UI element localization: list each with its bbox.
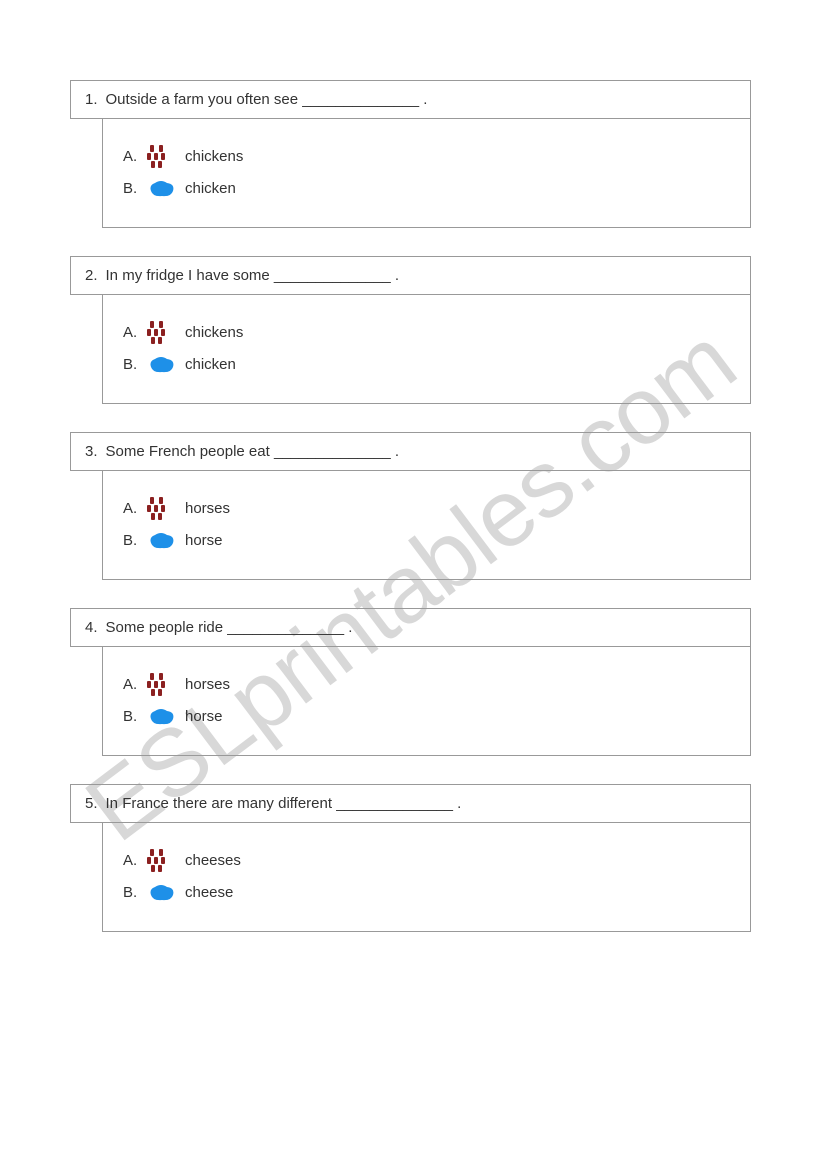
- countable-icon: [147, 145, 183, 167]
- countable-icon: [147, 849, 183, 871]
- option-row[interactable]: A. horses: [123, 497, 730, 519]
- option-label: chicken: [185, 356, 236, 373]
- option-row[interactable]: A. cheeses: [123, 849, 730, 871]
- option-letter: A.: [123, 676, 147, 693]
- question-text: Outside a farm you often see ___________…: [106, 91, 428, 108]
- question-header: 3. Some French people eat ______________ …: [70, 432, 751, 471]
- question-text: In France there are many different _____…: [106, 795, 462, 812]
- option-label: horses: [185, 500, 230, 517]
- option-letter: B.: [123, 180, 147, 197]
- option-letter: B.: [123, 708, 147, 725]
- option-letter: A.: [123, 852, 147, 869]
- countable-icon: [147, 673, 183, 695]
- option-letter: A.: [123, 324, 147, 341]
- question-block: 3. Some French people eat ______________ …: [70, 432, 751, 580]
- question-number: 3.: [85, 443, 98, 460]
- option-label: horse: [185, 532, 223, 549]
- countable-icon: [147, 497, 183, 519]
- uncountable-icon: [147, 177, 183, 199]
- option-label: horse: [185, 708, 223, 725]
- option-row[interactable]: B. chicken: [123, 177, 730, 199]
- question-text: In my fridge I have some ______________ …: [106, 267, 400, 284]
- option-letter: B.: [123, 356, 147, 373]
- options-box: A. chickens B. chicken: [102, 295, 751, 404]
- option-row[interactable]: A. chickens: [123, 145, 730, 167]
- options-box: A. horses B. horse: [102, 471, 751, 580]
- question-block: 1. Outside a farm you often see _________…: [70, 80, 751, 228]
- option-row[interactable]: A. horses: [123, 673, 730, 695]
- options-box: A. cheeses B. cheese: [102, 823, 751, 932]
- question-block: 2. In my fridge I have some _____________…: [70, 256, 751, 404]
- option-letter: A.: [123, 148, 147, 165]
- question-header: 2. In my fridge I have some _____________…: [70, 256, 751, 295]
- question-number: 5.: [85, 795, 98, 812]
- option-label: chickens: [185, 324, 243, 341]
- question-text: Some people ride ______________ .: [106, 619, 353, 636]
- question-block: 4. Some people ride ______________ . A. hor…: [70, 608, 751, 756]
- option-label: chicken: [185, 180, 236, 197]
- option-letter: A.: [123, 500, 147, 517]
- countable-icon: [147, 321, 183, 343]
- option-letter: B.: [123, 532, 147, 549]
- option-row[interactable]: A. chickens: [123, 321, 730, 343]
- option-row[interactable]: B. horse: [123, 529, 730, 551]
- option-row[interactable]: B. chicken: [123, 353, 730, 375]
- options-box: A. chickens B. chicken: [102, 119, 751, 228]
- options-box: A. horses B. horse: [102, 647, 751, 756]
- question-header: 5. In France there are many different ___…: [70, 784, 751, 823]
- option-row[interactable]: B. cheese: [123, 881, 730, 903]
- question-number: 4.: [85, 619, 98, 636]
- question-text: Some French people eat ______________ .: [106, 443, 400, 460]
- questions-container: 1. Outside a farm you often see _________…: [70, 80, 751, 932]
- question-number: 1.: [85, 91, 98, 108]
- question-header: 4. Some people ride ______________ .: [70, 608, 751, 647]
- option-label: horses: [185, 676, 230, 693]
- option-letter: B.: [123, 884, 147, 901]
- uncountable-icon: [147, 881, 183, 903]
- uncountable-icon: [147, 705, 183, 727]
- question-header: 1. Outside a farm you often see _________…: [70, 80, 751, 119]
- uncountable-icon: [147, 529, 183, 551]
- uncountable-icon: [147, 353, 183, 375]
- option-label: cheeses: [185, 852, 241, 869]
- option-label: chickens: [185, 148, 243, 165]
- option-label: cheese: [185, 884, 233, 901]
- question-block: 5. In France there are many different ___…: [70, 784, 751, 932]
- option-row[interactable]: B. horse: [123, 705, 730, 727]
- question-number: 2.: [85, 267, 98, 284]
